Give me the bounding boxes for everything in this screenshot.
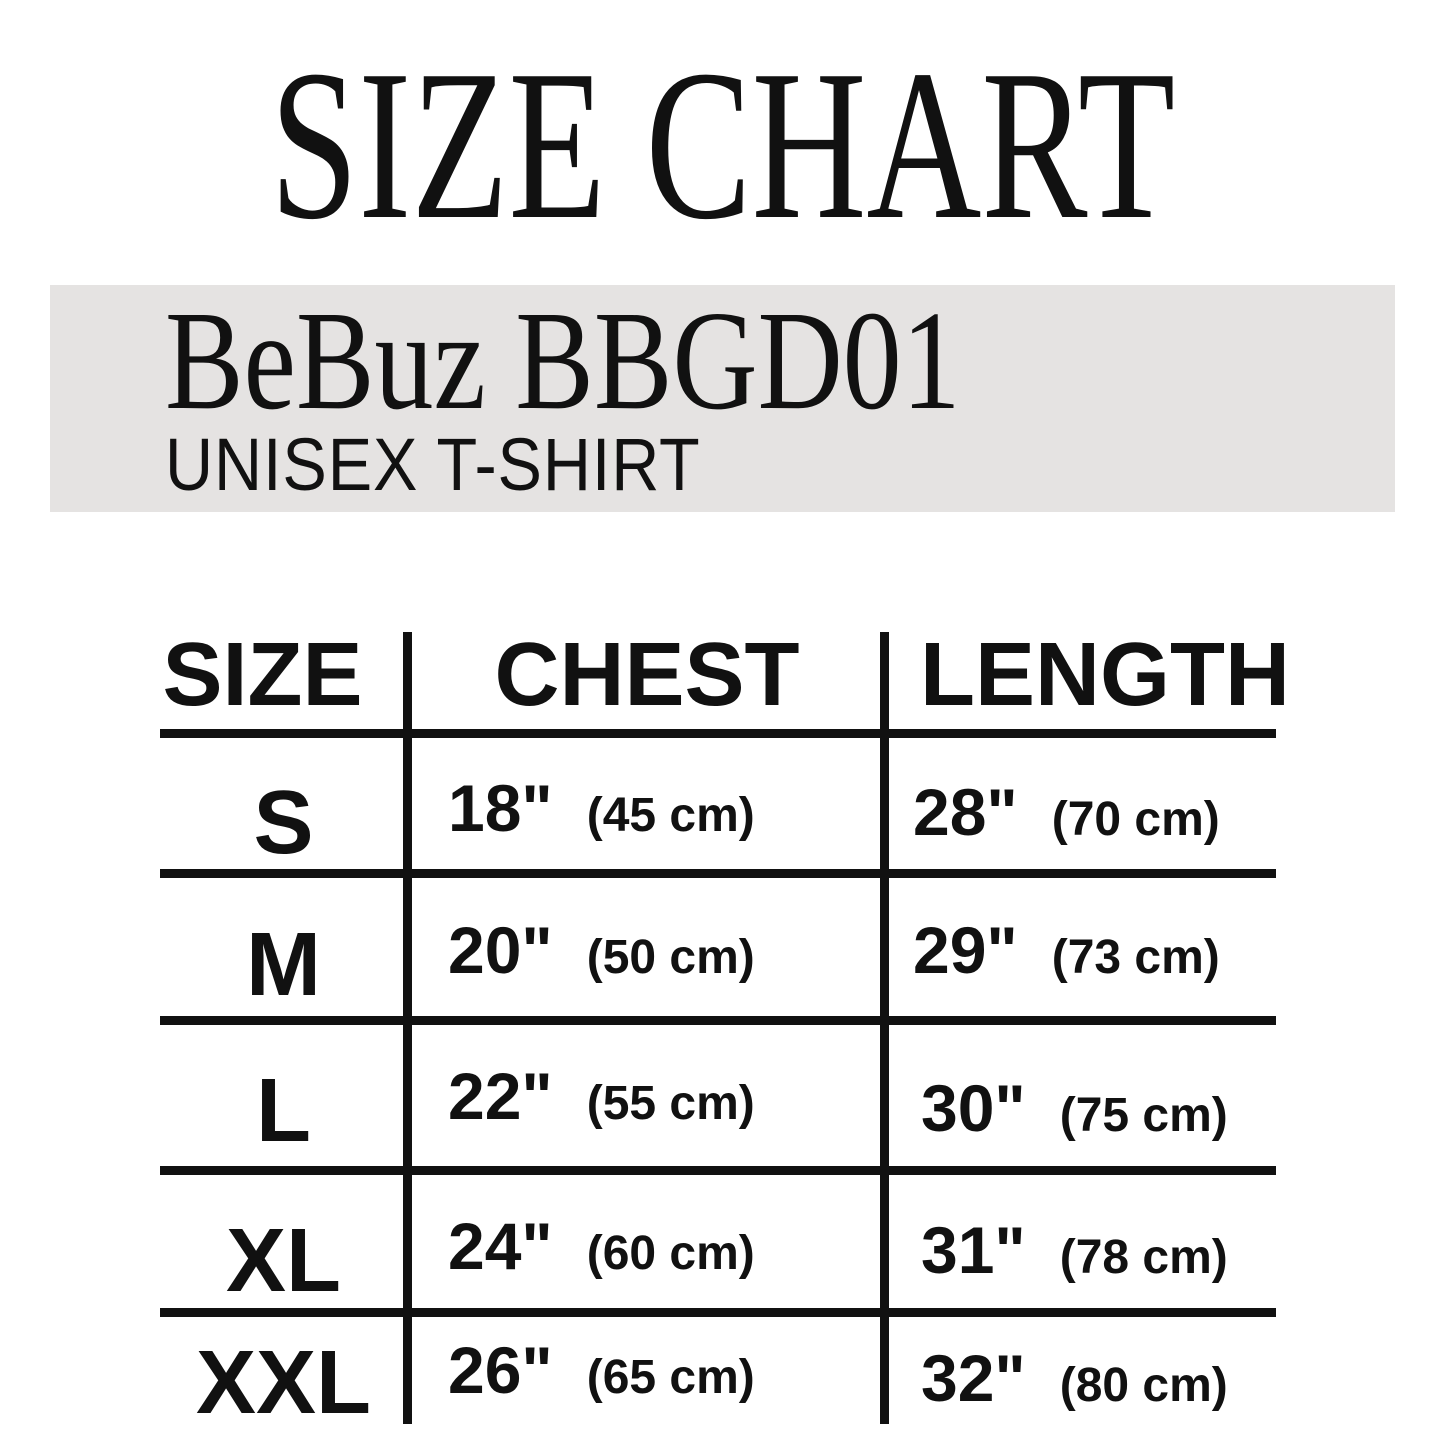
chest-value: 24" (60 cm)	[448, 1208, 755, 1284]
size-label: XL	[225, 1211, 341, 1311]
chest-value-inches: 20"	[448, 913, 553, 987]
length-value-inches: 28"	[913, 775, 1018, 849]
chest-value-inches: 24"	[448, 1209, 553, 1283]
header-size: SIZE	[162, 625, 363, 725]
chest-value: 26" (65 cm)	[448, 1332, 755, 1408]
column-divider	[880, 632, 889, 1424]
length-value: 28" (70 cm)	[913, 774, 1220, 850]
chest-value-cm: (65 cm)	[586, 1351, 755, 1404]
chest-value: 20" (50 cm)	[448, 912, 755, 988]
row-divider	[160, 1166, 1276, 1175]
row-divider	[160, 869, 1276, 878]
column-divider	[403, 632, 412, 1424]
chest-value-inches: 22"	[448, 1059, 553, 1133]
length-value-cm: (80 cm)	[1059, 1359, 1228, 1412]
header-chest: CHEST	[494, 625, 800, 725]
page-title: SIZE CHART	[269, 25, 1176, 264]
length-value-cm: (78 cm)	[1059, 1231, 1228, 1284]
length-value: 29" (73 cm)	[913, 912, 1220, 988]
header-length: LENGTH	[920, 625, 1290, 725]
row-divider	[160, 1016, 1276, 1025]
product-subtitle: UNISEX T-SHIRT	[165, 423, 701, 506]
chest-value-inches: 18"	[448, 771, 553, 845]
row-divider	[160, 729, 1276, 738]
chest-value-cm: (45 cm)	[586, 789, 755, 842]
length-value-inches: 30"	[921, 1071, 1026, 1145]
chest-value-cm: (60 cm)	[586, 1227, 755, 1280]
size-label: L	[256, 1061, 311, 1161]
row-divider	[160, 1308, 1276, 1317]
size-label: S	[253, 773, 314, 873]
length-value-cm: (70 cm)	[1051, 793, 1220, 846]
length-value: 32" (80 cm)	[921, 1340, 1228, 1416]
chest-value: 22" (55 cm)	[448, 1058, 755, 1134]
chest-value-cm: (50 cm)	[586, 931, 755, 984]
product-name: BeBuz BBGD01	[165, 281, 961, 439]
chest-value-cm: (55 cm)	[586, 1077, 755, 1130]
length-value-cm: (75 cm)	[1059, 1089, 1228, 1142]
length-value-inches: 29"	[913, 913, 1018, 987]
length-value-cm: (73 cm)	[1051, 931, 1220, 984]
length-value-inches: 31"	[921, 1213, 1026, 1287]
chest-value: 18" (45 cm)	[448, 770, 755, 846]
chest-value-inches: 26"	[448, 1333, 553, 1407]
size-label: M	[246, 915, 321, 1015]
size-label: XXL	[195, 1333, 372, 1433]
length-value: 30" (75 cm)	[921, 1070, 1228, 1146]
length-value-inches: 32"	[921, 1341, 1026, 1415]
length-value: 31" (78 cm)	[921, 1212, 1228, 1288]
product-band	[50, 285, 1395, 512]
